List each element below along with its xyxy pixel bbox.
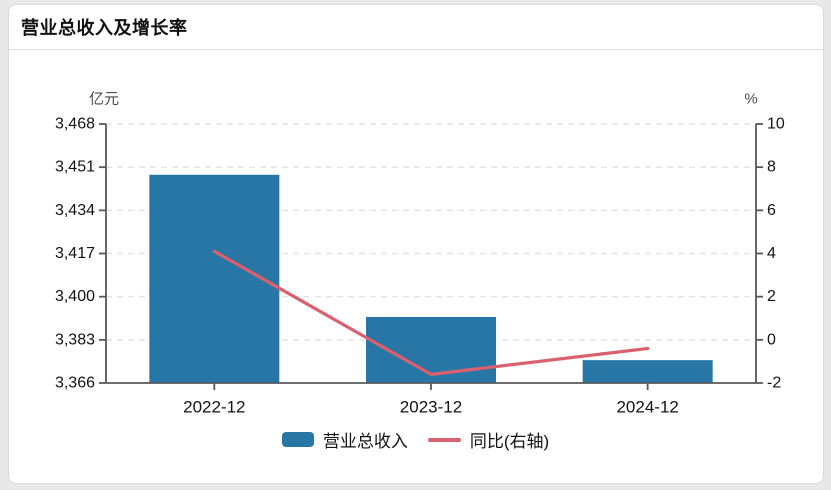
revenue-bar-swatch-icon (281, 432, 314, 447)
growth-line[interactable] (212, 249, 650, 376)
left-axis-tick-label: 3,366 (55, 375, 95, 392)
legend-label-growth: 同比(右轴) (469, 432, 550, 451)
legend-label-revenue: 营业总收入 (322, 432, 408, 451)
x-axis-label-2023-12: 2023-12 (400, 398, 462, 417)
right-axis-tick-label: 8 (767, 159, 776, 176)
bar-2022-12[interactable] (149, 174, 280, 383)
legend-item-revenue[interactable]: 营业总收入 (281, 427, 408, 452)
left-axis-tick-label: 3,400 (55, 288, 95, 305)
left-axis-tick-label: 3,468 (55, 116, 95, 133)
chart-legend: 营业总收入 同比(右轴) (0, 427, 831, 452)
right-axis-tick-label: 0 (767, 331, 776, 348)
left-axis-tick-label: 3,383 (55, 331, 95, 348)
chart-title: 营业总收入及增长率 (21, 18, 188, 38)
card-header: 营业总收入及增长率 (9, 5, 823, 50)
right-axis-tick-label: 2 (767, 288, 776, 305)
left-axis-tick-label: 3,434 (55, 202, 95, 219)
bar-2024-12[interactable] (582, 360, 713, 383)
right-axis-tick-label: 6 (767, 202, 776, 219)
x-axis-label-2022-12: 2022-12 (183, 398, 245, 417)
growth-line-swatch-icon (427, 437, 461, 442)
x-axis-label-2024-12: 2024-12 (616, 398, 678, 417)
left-axis-tick-label: 3,451 (55, 159, 95, 176)
left-axis-unit-label: 亿元 (89, 91, 119, 108)
right-axis-tick-label: -2 (767, 375, 781, 392)
right-axis-tick-label: 10 (767, 116, 785, 133)
chart-card: 营业总收入及增长率 (8, 4, 824, 484)
right-axis-unit-label: % (744, 91, 757, 108)
left-axis-tick-label: 3,417 (55, 245, 95, 262)
right-axis-tick-label: 4 (767, 245, 776, 262)
legend-item-growth[interactable]: 同比(右轴) (427, 427, 550, 452)
